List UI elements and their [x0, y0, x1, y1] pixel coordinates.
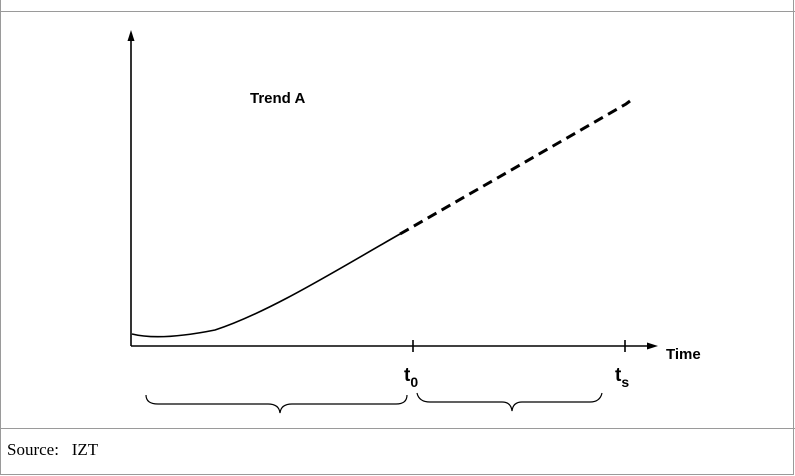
x-axis-arrowhead — [647, 342, 658, 350]
top-rule — [0, 11, 795, 12]
x-axis-label: Time — [666, 346, 701, 363]
y-axis-arrowhead — [127, 30, 135, 41]
source-value: IZT — [71, 440, 99, 459]
ts-base: t — [615, 365, 622, 386]
trend-diagram: Trend A Time t0 ts — [127, 30, 701, 414]
source-note: Source: IZT — [7, 440, 98, 460]
t0-subscript: 0 — [410, 374, 418, 390]
footer-rule — [0, 428, 795, 429]
t0-label: t0 — [404, 365, 418, 390]
ts-label: ts — [615, 365, 629, 390]
past-period-brace — [145, 394, 408, 414]
trend-past-line — [131, 233, 401, 338]
source-label: Source: — [7, 440, 59, 459]
trend-future-line — [399, 99, 631, 236]
future-period-brace — [416, 392, 603, 412]
t0-base: t — [404, 365, 411, 386]
trend-label: Trend A — [250, 90, 305, 107]
ts-subscript: s — [621, 374, 629, 390]
